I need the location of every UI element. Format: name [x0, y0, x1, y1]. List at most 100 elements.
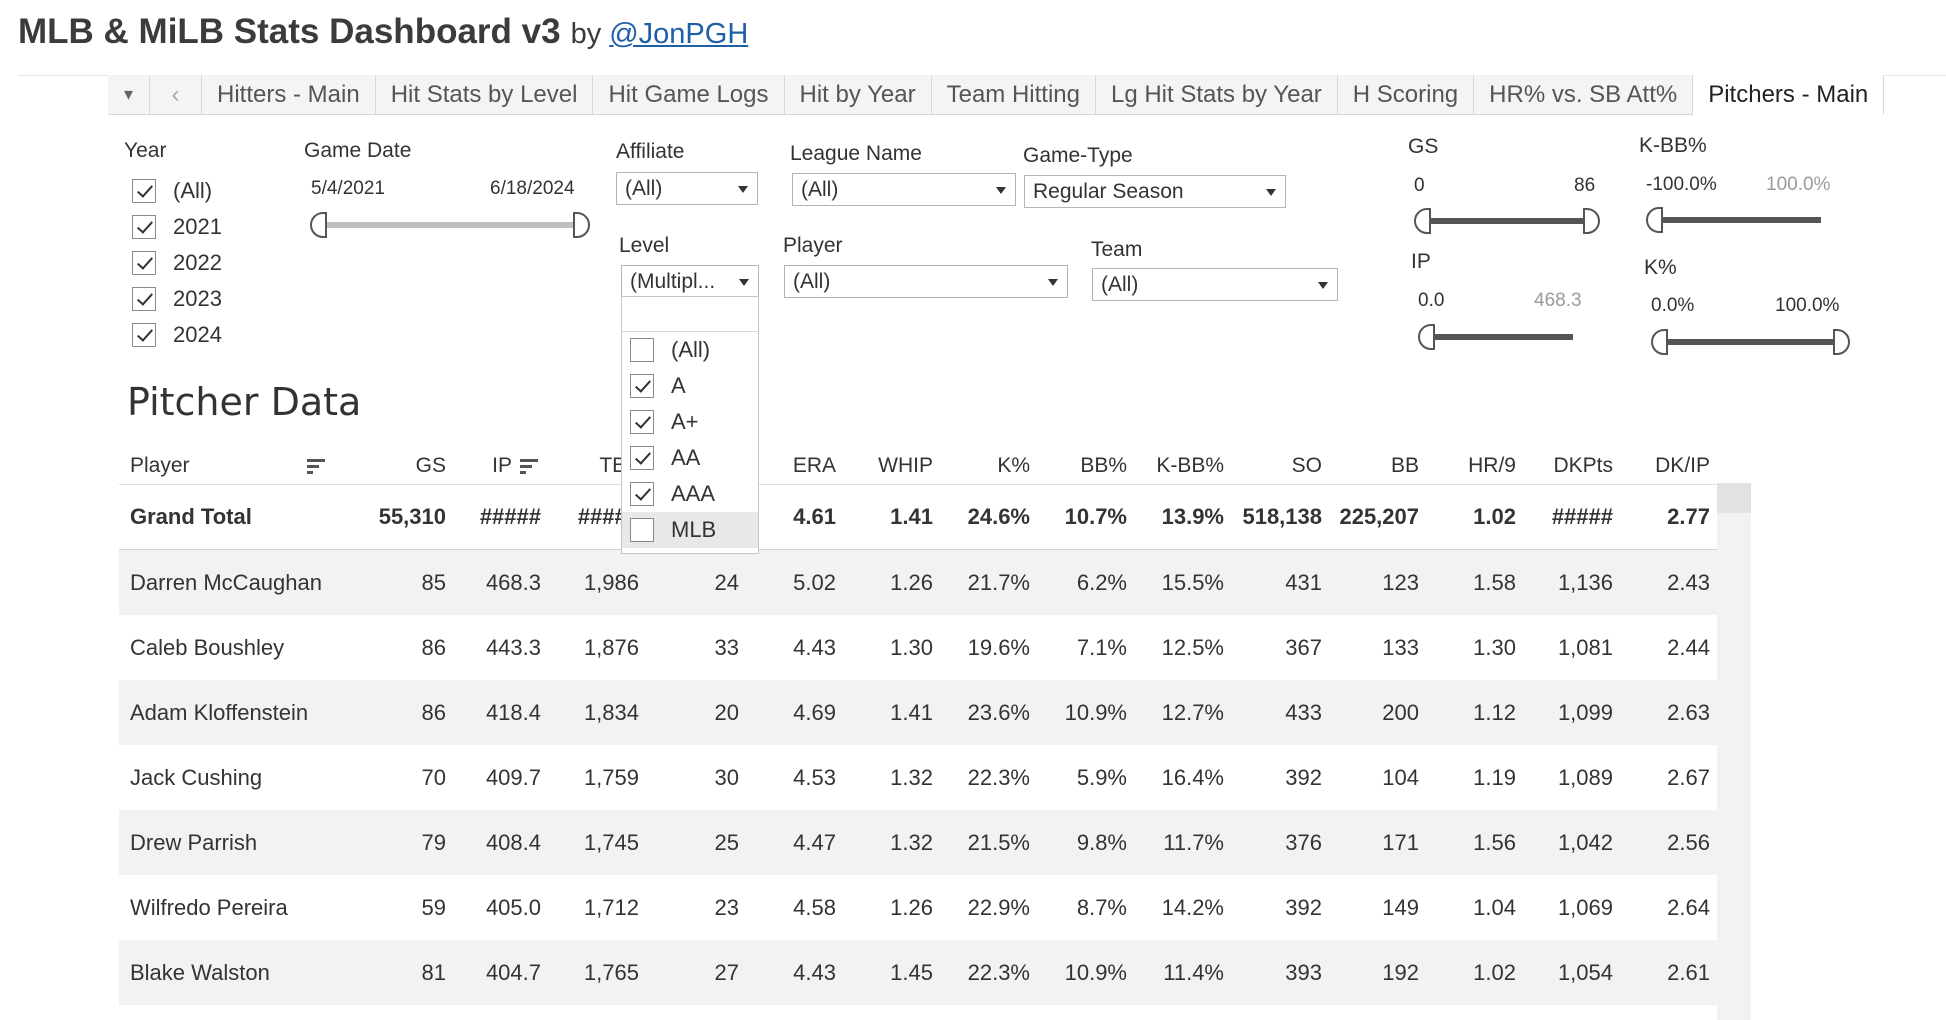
tab-pitchers-main[interactable]: Pitchers - Main: [1693, 75, 1885, 115]
k-bb-pct-max: 100.0%: [1766, 174, 1831, 195]
tab-hit-stats-by-level[interactable]: Hit Stats by Level: [375, 75, 594, 115]
gs-max: 86: [1574, 175, 1596, 196]
checkbox-checked-icon: [132, 323, 156, 347]
col-header-k-bb-pct[interactable]: K-BB%: [1156, 454, 1224, 477]
league-name-filter-label: League Name: [790, 142, 922, 165]
game-type-dropdown[interactable]: Regular Season: [1024, 175, 1286, 208]
level-dropdown[interactable]: (Multipl...: [621, 265, 759, 298]
league-name-dropdown[interactable]: (All): [792, 173, 1016, 206]
cell-era: 4.58: [793, 894, 836, 920]
total-cell-whip: 1.41: [890, 504, 933, 529]
game-date-min: 5/4/2021: [311, 178, 385, 199]
level-option-mlb[interactable]: MLB: [622, 512, 758, 548]
cell-bb: 200: [1382, 699, 1419, 725]
gs-slider[interactable]: [1414, 206, 1600, 236]
ip-filter-label: IP: [1411, 250, 1431, 273]
cell-w: 20: [714, 699, 739, 725]
tab-team-hitting[interactable]: Team Hitting: [931, 75, 1096, 115]
slider-handle-min[interactable]: [1651, 329, 1668, 355]
total-cell-gs: 55,310: [378, 504, 446, 529]
level-option-a-plus[interactable]: A+: [622, 404, 758, 440]
year-option-label: (All): [173, 178, 213, 203]
player-dropdown[interactable]: (All): [784, 265, 1068, 298]
slider-handle-max[interactable]: [1583, 208, 1600, 234]
tab-scroll-left-icon[interactable]: ‹: [150, 75, 202, 115]
checkbox-unchecked-icon: [630, 518, 654, 542]
tab-hit-game-logs[interactable]: Hit Game Logs: [593, 75, 785, 115]
col-header-dk-ip[interactable]: DK/IP: [1655, 454, 1710, 477]
game-date-slider[interactable]: [310, 210, 590, 240]
col-header-whip[interactable]: WHIP: [878, 454, 933, 477]
year-option-2024[interactable]: 2024: [132, 317, 222, 353]
game-type-filter-label: Game-Type: [1023, 144, 1133, 167]
k-pct-slider[interactable]: [1651, 327, 1850, 357]
k-bb-pct-min: -100.0%: [1646, 174, 1717, 195]
col-header-gs[interactable]: GS: [415, 454, 446, 477]
cell-era: 4.43: [793, 634, 836, 660]
checkbox-checked-icon: [630, 482, 654, 506]
slider-handle-min[interactable]: [1646, 207, 1663, 233]
cell-k-pct: 21.7%: [967, 569, 1030, 595]
col-header-era[interactable]: ERA: [792, 454, 836, 477]
author-link[interactable]: @JonPGH: [609, 18, 749, 50]
col-header-player[interactable]: Player: [130, 454, 190, 477]
slider-handle-max[interactable]: [573, 212, 590, 238]
level-option-aaa[interactable]: AAA: [622, 476, 758, 512]
tab-list-dropdown-icon[interactable]: ▾: [108, 75, 150, 115]
col-header-ip[interactable]: IP: [492, 454, 512, 477]
col-header-so[interactable]: SO: [1291, 454, 1322, 477]
sort-icon[interactable]: [306, 457, 326, 475]
year-option-2021[interactable]: 2021: [132, 209, 222, 245]
col-header-dkpts[interactable]: DKPts: [1553, 454, 1613, 477]
tab-hr-vs-sb-att[interactable]: HR% vs. SB Att%: [1474, 75, 1694, 115]
table-row[interactable]: Darren McCaughan 85 468.3 1,986 24 5.02 …: [119, 550, 1717, 615]
tab-lg-hit-stats-by-year[interactable]: Lg Hit Stats by Year: [1095, 75, 1338, 115]
table-row[interactable]: Drew Parrish 79 408.4 1,745 25 4.47 1.32…: [119, 810, 1717, 875]
level-option-label: MLB: [671, 517, 717, 542]
tab-hitters-main[interactable]: Hitters - Main: [202, 75, 376, 115]
year-option-all[interactable]: (All): [132, 173, 222, 209]
cell-player: Drew Parrish: [130, 829, 258, 855]
cell-tbf: 1,712: [583, 894, 639, 920]
table-row[interactable]: Adam Kloffenstein 86 418.4 1,834 20 4.69…: [119, 680, 1717, 745]
team-dropdown[interactable]: (All): [1092, 268, 1338, 301]
year-option-2023[interactable]: 2023: [132, 281, 222, 317]
table-row[interactable]: Wilfredo Pereira 59 405.0 1,712 23 4.58 …: [119, 875, 1717, 940]
checkbox-checked-icon: [630, 410, 654, 434]
level-option-aa[interactable]: AA: [622, 440, 758, 476]
slider-handle-min[interactable]: [310, 212, 327, 238]
table-row[interactable]: Blake Walston 81 404.7 1,765 27 4.43 1.4…: [119, 940, 1717, 1005]
k-bb-pct-filter-label: K-BB%: [1639, 134, 1707, 157]
cell-ip: 468.3: [485, 569, 541, 595]
slider-handle-min[interactable]: [1414, 208, 1431, 234]
cell-whip: 1.45: [890, 959, 933, 985]
ip-slider[interactable]: [1418, 322, 1573, 352]
table-row[interactable]: Jack Cushing 70 409.7 1,759 30 4.53 1.32…: [119, 745, 1717, 810]
slider-handle-min[interactable]: [1418, 324, 1435, 350]
level-option-a[interactable]: A: [622, 368, 758, 404]
col-header-hr9[interactable]: HR/9: [1468, 454, 1516, 477]
affiliate-dropdown[interactable]: (All): [616, 172, 758, 205]
tab-h-scoring[interactable]: H Scoring: [1337, 75, 1475, 115]
col-header-bb-pct[interactable]: BB%: [1080, 454, 1127, 477]
k-bb-pct-slider[interactable]: [1646, 205, 1821, 235]
cell-bb-pct: 7.1%: [1076, 634, 1127, 660]
col-header-bb[interactable]: BB: [1390, 454, 1419, 477]
slider-handle-max[interactable]: [1833, 329, 1850, 355]
cell-era: 4.43: [793, 959, 836, 985]
table-vertical-scrollbar[interactable]: [1717, 483, 1751, 1020]
col-header-k-pct[interactable]: K%: [997, 454, 1030, 477]
sheet-tabs: ▾ ‹ Hitters - Main Hit Stats by Level Hi…: [108, 75, 1885, 115]
tab-hit-by-year[interactable]: Hit by Year: [784, 75, 932, 115]
year-option-2022[interactable]: 2022: [132, 245, 222, 281]
sort-icon[interactable]: [519, 457, 539, 475]
scrollbar-thumb[interactable]: [1717, 483, 1751, 513]
level-option-all[interactable]: (All): [622, 332, 758, 368]
cell-bb: 104: [1382, 764, 1419, 790]
level-option-label: A: [671, 373, 686, 398]
table-row[interactable]: Caleb Boushley 86 443.3 1,876 33 4.43 1.…: [119, 615, 1717, 680]
level-filter-label: Level: [619, 234, 670, 257]
player-filter-label: Player: [783, 234, 843, 257]
level-option-label: AA: [671, 445, 701, 470]
level-search-field[interactable]: [622, 297, 758, 332]
